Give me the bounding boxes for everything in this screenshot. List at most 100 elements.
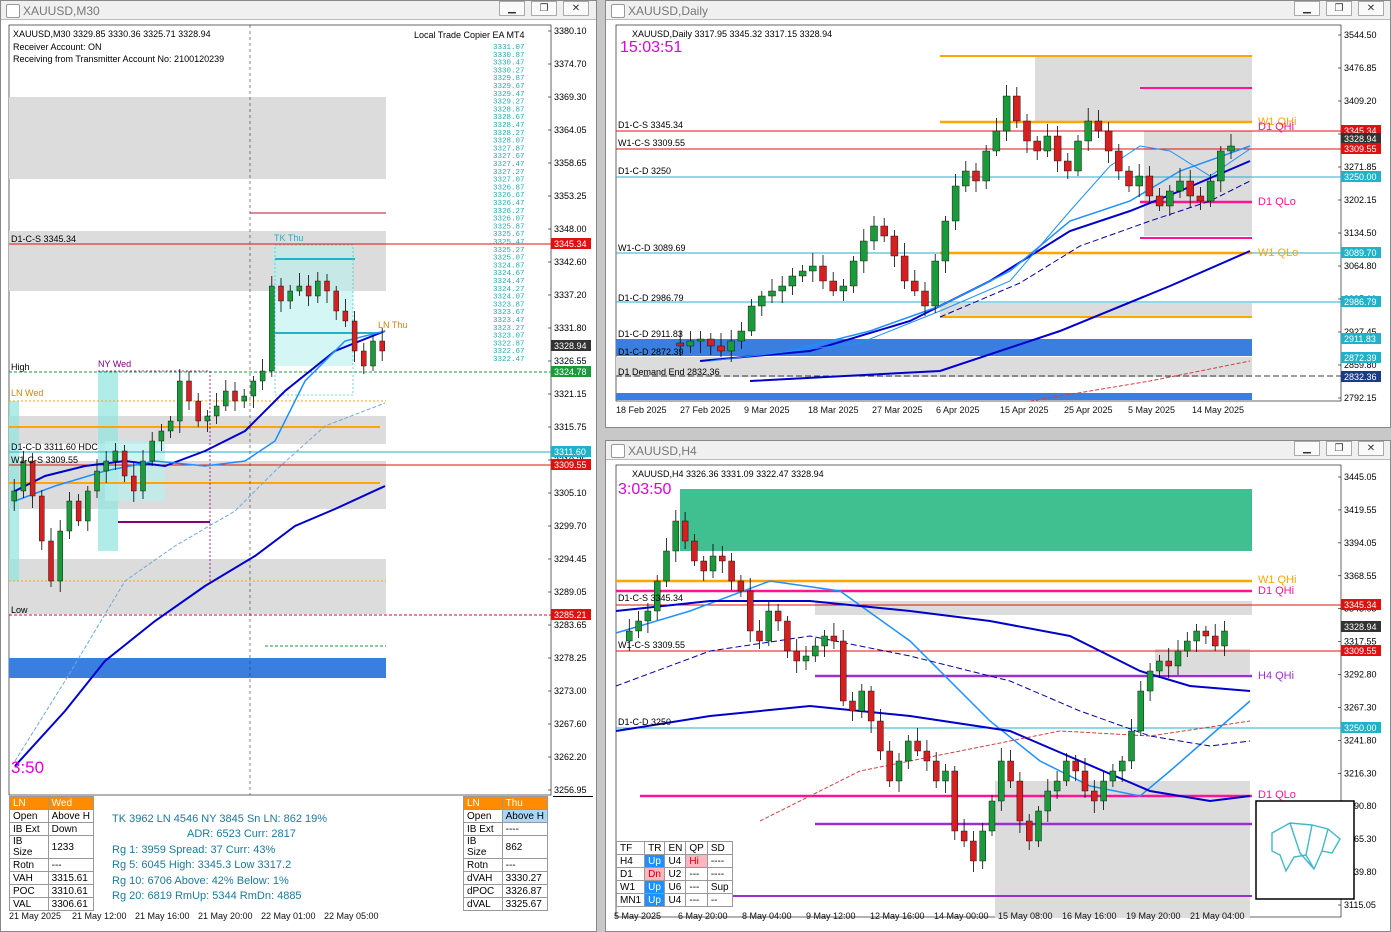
candle-body [1115,150,1123,172]
m30-timer: 3:50 [11,758,45,777]
candle-body [788,275,797,287]
window-h4-titlebar[interactable]: XAUUSD,H4 ▁ ❐ ✕ [606,441,1390,460]
close-icon[interactable]: ✕ [1358,1,1384,16]
price-tick: 3278.25 [554,653,587,663]
price-tag-label: 3311.60 [554,447,586,457]
price-tag-label: 3309.55 [1344,646,1377,656]
table-cell: IB Size [463,835,503,859]
price-tag-label: 3345.34 [1344,600,1377,610]
copier-price: 3322.87 [493,340,525,348]
candle-body [1053,780,1061,792]
h4-timer: 3:03:50 [618,481,672,498]
candle-body [1016,780,1024,822]
price-tick: 3321.15 [554,389,587,399]
candle-body [942,770,949,782]
copier-price: 3324.67 [493,270,525,278]
close-icon[interactable]: ✕ [1358,441,1384,456]
candle-body [756,630,763,642]
window-daily[interactable]: XAUUSD,Daily ▁ ❐ ✕ 3544.50 3476.85 [605,0,1391,428]
table-cell: Above H [47,809,95,823]
candle-body [663,550,670,582]
table-cell: Up [644,854,666,868]
candle-body [1104,130,1113,152]
table-cell: 3325.67 [501,897,549,911]
chart-daily[interactable]: 3544.503476.853409.203340.353271.853202.… [610,21,1390,427]
daily-timer: 15:03:51 [620,39,683,56]
time-tick: 12 May 16:00 [870,911,925,921]
candle-body [1128,730,1135,762]
copier-price: 3323.47 [493,317,525,325]
window-m30[interactable]: XAUUSD,M30 ▁ ❐ ✕ [0,0,597,932]
time-tick: 25 Apr 2025 [1064,405,1113,415]
candle-body [140,460,146,492]
candle-body [66,500,73,532]
table-cell: Dn [644,867,666,881]
price-tick: 3419.55 [1344,505,1377,515]
daily-label-d1cd2: D1-C-D 2986.79 [618,293,684,303]
candle-body [635,620,642,632]
price-tick: 3331.80 [554,323,587,333]
price-tag [1341,333,1381,344]
candle-body [988,800,996,832]
price-tick: 3241.80 [1344,735,1377,745]
candle-body [829,280,837,292]
price-tick: 3342.60 [554,257,587,267]
candle-body [802,655,810,662]
candle-body [1064,160,1072,172]
table-cell: --- [501,858,549,872]
copier-price: 3329.27 [493,99,525,107]
candle-body [361,350,367,367]
table-cell: 3326.87 [501,884,549,898]
minimize-icon[interactable]: ▁ [1294,441,1320,456]
m30-stats-3: Rg 1: 3959 Spread: 37 Curr: 43% [112,844,276,856]
candle-body [941,220,950,262]
candle-body [982,150,990,182]
daily-label-d1cs: D1-C-S 3345.34 [618,120,684,130]
restore-icon[interactable]: ❐ [531,1,557,16]
h4-price-axis: 3445.053419.553394.053368.553343.053317.… [1338,472,1381,910]
chart-h4[interactable]: 3445.053419.553394.053368.553343.053317.… [610,461,1390,931]
chart-app-icon [611,4,625,18]
table-cell: dVAH [463,871,503,885]
minimize-icon[interactable]: ▁ [499,1,525,16]
candle-body [1206,180,1215,202]
table-cell: Open [463,809,503,823]
m30-price-axis: 3380.10 3374.70 3369.30 3364.05 3358.65 3353.… [548,26,591,795]
table-cell: Up [644,880,666,894]
daily-label-w1cs: W1-C-S 3309.55 [618,138,686,148]
candle-body [880,225,888,237]
candle-body [1196,195,1205,202]
table-cell: Up [644,893,666,907]
price-tick: 3202.15 [1344,195,1377,205]
time-tick: 16 May 16:00 [1062,911,1117,921]
table-row: Open Above H [463,809,549,823]
window-h4[interactable]: XAUUSD,H4 ▁ ❐ ✕ 3445.05 3419.55 3394.05 336… [605,440,1391,932]
table-row: IB Size 1233 [9,835,95,859]
price-tag [1341,371,1381,382]
price-tag-label: 2986.79 [1344,297,1377,307]
table-cell: U4 [664,854,687,868]
restore-icon[interactable]: ❐ [1326,1,1352,16]
price-tick: 3267.30 [1344,702,1377,712]
chart-m30[interactable]: 3380.10 3374.70 3369.30 3364.05 3358.65 3353.… [5,21,595,929]
window-daily-titlebar[interactable]: XAUUSD,Daily ▁ ❐ ✕ [606,1,1390,20]
candle-body [867,690,875,722]
restore-icon[interactable]: ❐ [1326,441,1352,456]
candle-body [877,720,884,752]
price-tag-label: 2911.83 [1344,334,1376,344]
candle-body [707,338,715,347]
table-cell: IB Ext [9,822,49,836]
copier-price: 3330.87 [493,52,525,60]
table-row: D1 Dn U2 --- ---- [615,867,733,881]
candle-body [1084,120,1092,142]
m30-stats-4: Rg 5: 6045 High: 3345.3 Low 3317.2 [112,859,292,871]
price-tag-label: 3309.55 [1344,144,1377,154]
window-m30-titlebar[interactable]: XAUUSD,M30 ▁ ❐ ✕ [1,1,596,20]
table-row: VAL 3306.61 [9,897,95,911]
candle-body [1174,650,1182,667]
copier-price: 3325.87 [493,223,525,231]
close-icon[interactable]: ✕ [563,1,589,16]
minimize-icon[interactable]: ▁ [1294,1,1320,16]
table-row: Rotn --- [9,858,95,872]
time-tick: 18 Mar 2025 [808,405,859,415]
